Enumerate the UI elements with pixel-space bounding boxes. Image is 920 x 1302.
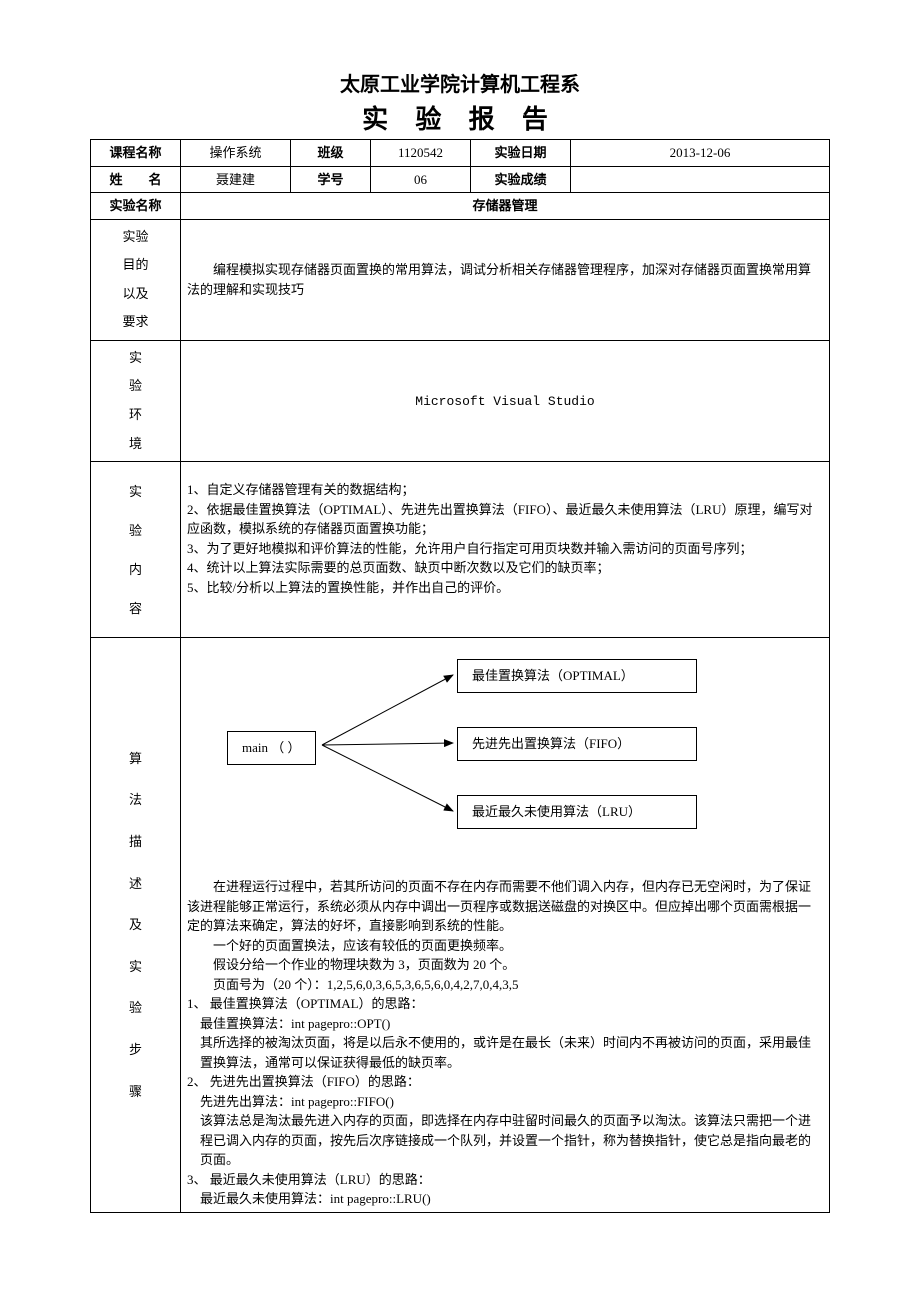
algo-p-9: 该算法总是淘汰最先进入内存的页面，即选择在内存中驻留时间最久的页面予以淘汰。该算… [187, 1111, 823, 1170]
env-label-3: 环 [97, 401, 174, 430]
info-row-1: 课程名称 操作系统 班级 1120542 实验日期 2013-12-06 [91, 140, 830, 167]
algo-label-8: 步 [97, 1029, 174, 1071]
algo-p-6: 其所选择的被淘汰页面，将是以后永不使用的，或许是在最长（未来）时间内不再被访问的… [187, 1033, 823, 1072]
algo-label-4: 述 [97, 863, 174, 905]
algo-p-5: 最佳置换算法：int pagepro::OPT() [187, 1014, 823, 1034]
purpose-row: 实验 目的 以及 要求 编程模拟实现存储器页面置换的常用算法，调试分析相关存储器… [91, 219, 830, 340]
algo-p-7: 2、 先进先出置换算法（FIFO）的思路： [187, 1072, 823, 1092]
sno-value: 06 [371, 166, 471, 193]
info-row-2: 姓 名 聂建建 学号 06 实验成绩 [91, 166, 830, 193]
content-item-2: 2、依据最佳置换算法（OPTIMAL）、先进先出置换算法（FIFO）、最近最久未… [187, 500, 823, 539]
algo-label-7: 验 [97, 987, 174, 1029]
info-row-3: 实验名称 存储器管理 [91, 193, 830, 220]
algo-p-8: 先进先出算法：int pagepro::FIFO() [187, 1092, 823, 1112]
algorithm-row: 算 法 描 述 及 实 验 步 骤 [91, 638, 830, 1213]
exp-name-value: 存储器管理 [181, 193, 830, 220]
algo-p-2: 假设分给一个作业的物理块数为 3，页面数为 20 个。 [187, 955, 823, 975]
course-value: 操作系统 [181, 140, 291, 167]
algo-p-1: 一个好的页面置换法，应该有较低的页面更换频率。 [187, 936, 823, 956]
env-text: Microsoft Visual Studio [415, 394, 594, 409]
env-label: 实 验 环 境 [91, 340, 181, 461]
grade-label: 实验成绩 [471, 166, 571, 193]
diagram-algo-box-3: 最近最久未使用算法（LRU） [457, 795, 697, 829]
algorithm-content: main （ ） 最佳置换算法（OPTIMAL） 先进先出置换算法（FIFO） … [181, 638, 830, 1213]
algorithm-label: 算 法 描 述 及 实 验 步 骤 [91, 638, 181, 1213]
content-content: 1、自定义存储器管理有关的数据结构； 2、依据最佳置换算法（OPTIMAL）、先… [181, 462, 830, 638]
algo-label-9: 骤 [97, 1071, 174, 1113]
algo-label-5: 及 [97, 904, 174, 946]
content-item-3: 3、为了更好地模拟和评价算法的性能，允许用户自行指定可用页块数并输入需访问的页面… [187, 539, 823, 559]
content-label-1: 实 [97, 472, 174, 511]
exp-name-label: 实验名称 [91, 193, 181, 220]
diagram-algo-box-2: 先进先出置换算法（FIFO） [457, 727, 697, 761]
algo-p-0: 在进程运行过程中，若其所访问的页面不存在内存而需要不他们调入内存，但内存已无空闲… [187, 877, 823, 936]
name-value: 聂建建 [181, 166, 291, 193]
content-label-3: 内 [97, 550, 174, 589]
env-content: Microsoft Visual Studio [181, 340, 830, 461]
purpose-label-3: 以及 [97, 280, 174, 309]
content-row: 实 验 内 容 1、自定义存储器管理有关的数据结构； 2、依据最佳置换算法（OP… [91, 462, 830, 638]
algo-p-4: 1、 最佳置换算法（OPTIMAL）的思路： [187, 994, 823, 1014]
content-label: 实 验 内 容 [91, 462, 181, 638]
env-row: 实 验 环 境 Microsoft Visual Studio [91, 340, 830, 461]
diagram-algo-box-1: 最佳置换算法（OPTIMAL） [457, 659, 697, 693]
class-value: 1120542 [371, 140, 471, 167]
purpose-label-2: 目的 [97, 251, 174, 280]
algo-label-6: 实 [97, 946, 174, 988]
algorithm-diagram: main （ ） 最佳置换算法（OPTIMAL） 先进先出置换算法（FIFO） … [227, 653, 823, 863]
content-item-4: 4、统计以上算法实际需要的总页面数、缺页中断次数以及它们的缺页率； [187, 558, 823, 578]
report-table: 课程名称 操作系统 班级 1120542 实验日期 2013-12-06 姓 名… [90, 139, 830, 1213]
date-label: 实验日期 [471, 140, 571, 167]
algo-label-1: 算 [97, 738, 174, 780]
env-label-1: 实 [97, 344, 174, 373]
env-label-4: 境 [97, 430, 174, 459]
algo-p-11: 最近最久未使用算法：int pagepro::LRU() [187, 1189, 823, 1209]
algo-p-10: 3、 最近最久未使用算法（LRU）的思路： [187, 1170, 823, 1190]
purpose-content: 编程模拟实现存储器页面置换的常用算法，调试分析相关存储器管理程序，加深对存储器页… [181, 219, 830, 340]
report-title: 实 验 报 告 [90, 100, 830, 139]
algorithm-text: 在进程运行过程中，若其所访问的页面不存在内存而需要不他们调入内存，但内存已无空闲… [187, 877, 823, 1209]
content-item-5: 5、比较/分析以上算法的置换性能，并作出自己的评价。 [187, 578, 823, 598]
sno-label: 学号 [291, 166, 371, 193]
algo-label-2: 法 [97, 779, 174, 821]
purpose-label: 实验 目的 以及 要求 [91, 219, 181, 340]
class-label: 班级 [291, 140, 371, 167]
env-label-2: 验 [97, 372, 174, 401]
content-label-2: 验 [97, 511, 174, 550]
diagram-main-box: main （ ） [227, 731, 316, 765]
algo-p-3: 页面号为（20 个）：1,2,5,6,0,3,6,5,3,6,5,6,0,4,2… [187, 975, 823, 995]
purpose-label-1: 实验 [97, 223, 174, 252]
algo-label-3: 描 [97, 821, 174, 863]
grade-value [571, 166, 830, 193]
date-value: 2013-12-06 [571, 140, 830, 167]
content-item-1: 1、自定义存储器管理有关的数据结构； [187, 480, 823, 500]
course-label: 课程名称 [91, 140, 181, 167]
institution-title: 太原工业学院计算机工程系 [90, 70, 830, 100]
purpose-text: 编程模拟实现存储器页面置换的常用算法，调试分析相关存储器管理程序，加深对存储器页… [187, 260, 823, 299]
purpose-label-4: 要求 [97, 308, 174, 337]
content-label-4: 容 [97, 589, 174, 628]
name-label: 姓 名 [91, 166, 181, 193]
